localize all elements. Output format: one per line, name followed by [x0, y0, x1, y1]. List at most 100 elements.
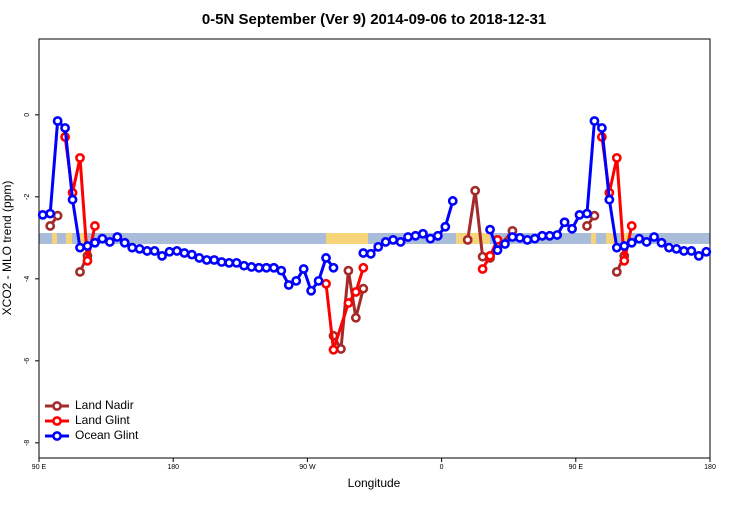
legend-marker [52, 431, 62, 441]
data-point [75, 242, 85, 253]
legend-label: Land Nadir [75, 398, 134, 412]
data-point [589, 210, 600, 221]
land-band [80, 233, 86, 244]
data-point [216, 257, 227, 267]
data-point [626, 221, 637, 231]
data-point [261, 262, 272, 273]
x-tick-label: 0 [440, 464, 444, 471]
data-point [403, 232, 413, 242]
data-point [701, 246, 712, 257]
data-point [582, 221, 592, 231]
data-point [380, 237, 391, 247]
data-point [477, 251, 488, 262]
data-point [343, 265, 354, 276]
land-band [326, 233, 368, 244]
data-point [336, 344, 346, 354]
data-point [328, 262, 339, 273]
data-point [119, 237, 130, 248]
data-point [328, 344, 339, 355]
data-point [104, 237, 115, 247]
data-point [365, 248, 376, 259]
data-point [82, 255, 93, 266]
data-point [418, 228, 428, 239]
legend-marker [52, 416, 62, 426]
y-tick-label: -6 [24, 358, 31, 364]
data-point [254, 262, 264, 273]
data-point [641, 237, 652, 247]
data-point [313, 275, 324, 286]
data-point [82, 241, 93, 251]
data-point [157, 250, 167, 261]
data-point [291, 275, 302, 286]
land-band [622, 233, 628, 244]
x-axis-label: Longitude [348, 476, 401, 490]
data-point [388, 234, 399, 245]
legend-label: Land Glint [75, 413, 130, 427]
data-point [679, 246, 689, 256]
data-point [686, 246, 697, 256]
y-tick-label: 0 [24, 113, 31, 117]
data-point [321, 253, 331, 263]
data-point [507, 232, 518, 242]
data-point [447, 196, 458, 206]
data-point [350, 312, 361, 323]
data-point [432, 230, 443, 241]
data-point [149, 246, 160, 256]
data-point [127, 242, 138, 253]
x-tick-label: 180 [704, 464, 716, 471]
y-tick-label: -4 [24, 276, 31, 282]
y-tick-label: -8 [24, 440, 31, 446]
data-point [90, 237, 100, 248]
x-tick-label: 90 E [32, 464, 47, 471]
data-point [97, 233, 108, 244]
data-point [626, 237, 637, 248]
legend-label: Ocean Glint [75, 428, 139, 442]
data-point [37, 209, 48, 220]
data-point [693, 250, 704, 261]
land-band [66, 233, 72, 244]
data-point [582, 208, 592, 219]
data-point [350, 287, 361, 297]
data-point [425, 233, 436, 244]
x-tick-label: 180 [167, 464, 179, 471]
data-point [470, 185, 481, 196]
data-point [485, 224, 495, 235]
data-point [567, 223, 577, 234]
data-point [75, 152, 85, 163]
data-point [321, 278, 331, 289]
data-point [522, 234, 533, 245]
data-point [619, 241, 630, 251]
data-point [134, 244, 145, 254]
data-point [462, 234, 473, 245]
land-band [456, 233, 490, 244]
data-point [656, 237, 667, 248]
data-point [529, 233, 540, 244]
data-point [634, 233, 645, 244]
data-point [164, 246, 175, 257]
data-point [559, 217, 570, 228]
data-point [492, 245, 503, 256]
data-point [477, 264, 488, 274]
data-point [619, 255, 630, 266]
data-point [209, 255, 220, 265]
y-axis-label: XCO2 - MLO trend (ppm) [0, 181, 14, 316]
series [37, 116, 712, 296]
data-point [611, 152, 622, 163]
data-point [358, 283, 369, 294]
legend-marker [52, 401, 62, 411]
data-point [649, 232, 659, 242]
data-point [239, 260, 249, 271]
data-point [373, 241, 384, 252]
data-point [67, 194, 78, 205]
x-tick-label: 90 E [569, 464, 584, 471]
data-point [306, 285, 317, 296]
data-point [552, 230, 563, 240]
x-tick-label: 90 W [299, 464, 316, 471]
data-point [142, 246, 153, 256]
data-point [186, 249, 197, 260]
data-point [283, 280, 294, 290]
surface-band [39, 233, 710, 244]
data-point [179, 248, 190, 258]
